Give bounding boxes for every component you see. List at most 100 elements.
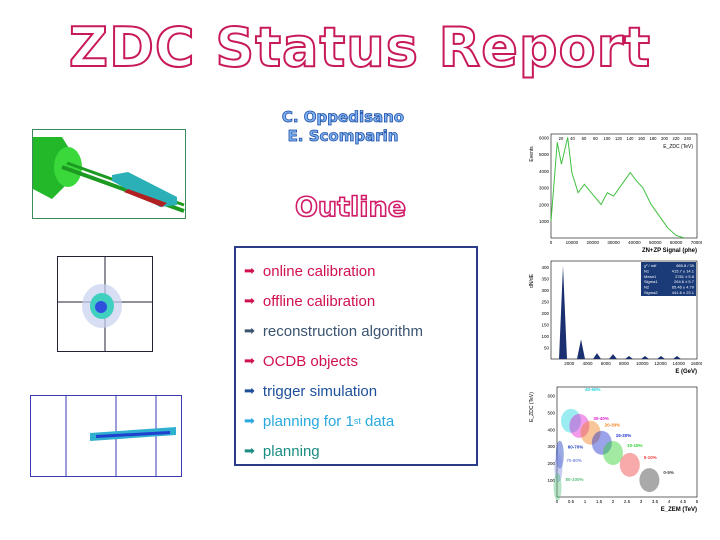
y-axis-label: Events xyxy=(529,146,535,162)
x-tick-label: 2 xyxy=(612,499,615,504)
y-tick-label: 150 xyxy=(541,322,549,327)
trace-image xyxy=(30,395,182,477)
outline-item-label: offline calibration xyxy=(262,292,376,310)
detector-geometry-image xyxy=(32,129,186,219)
fit-stat-name: N2 xyxy=(644,285,650,290)
top-x-axis-label: E_ZDC (TeV) xyxy=(663,144,693,150)
outline-item-label: planning for 1 xyxy=(262,412,354,430)
y-tick-label: 100 xyxy=(541,334,549,339)
centrality-class-label: 60-70% xyxy=(568,445,584,450)
y-tick-label: 350 xyxy=(541,276,549,281)
outline-item: ➡ reconstruction algorithm xyxy=(244,316,476,346)
outline-item-label: online calibration xyxy=(262,262,376,280)
x-tick-label: 3 xyxy=(640,499,643,504)
fit-stats-box xyxy=(641,262,696,296)
fit-stat-name: Sigma2 xyxy=(644,290,658,295)
outline-item: ➡ trigger simulation xyxy=(244,376,476,406)
centrality-class-cluster xyxy=(555,440,564,469)
x-tick-label: 4000 xyxy=(582,361,593,366)
outline-item-label: trigger simulation xyxy=(262,382,378,400)
fit-stat-name: Sigma1 xyxy=(644,279,658,284)
x-tick-label: 2.5 xyxy=(624,499,631,504)
top-x-tick-label: 100 xyxy=(604,136,612,141)
author-2: E. Scomparin xyxy=(287,127,399,146)
y-tick-label: 400 xyxy=(541,265,549,270)
arrow-right-icon: ➡ xyxy=(244,353,255,368)
x-tick-label: 1.5 xyxy=(596,499,603,504)
y-tick-label: 100 xyxy=(547,478,555,483)
x-tick-label: 0.5 xyxy=(568,499,575,504)
plot-frame xyxy=(550,133,698,239)
top-x-tick-label: 160 xyxy=(638,136,646,141)
arrow-right-icon: ➡ xyxy=(244,323,255,338)
x-tick-label: 40000 xyxy=(628,240,641,245)
outline-item-label-suffix: data xyxy=(360,412,395,430)
x-tick-label: 0 xyxy=(556,499,559,504)
histogram-peak xyxy=(609,354,617,359)
centrality-class-cluster xyxy=(580,420,601,445)
fit-stat-name: χ² / ndf xyxy=(644,263,657,268)
top-x-tick-label: 140 xyxy=(627,136,635,141)
x-tick-label: 8000 xyxy=(619,361,630,366)
centrality-scatter-plot: 0 0.5 1 1.5 2 2.5 3 3.5 4 4.5 5 100 200 300 400 500 600 E… xyxy=(529,386,699,513)
centrality-class-label: 40-50% xyxy=(585,387,601,392)
x-tick-label: 10000 xyxy=(566,240,579,245)
top-x-tick-label: 120 xyxy=(615,136,623,141)
outline-item: ➡ planning xyxy=(244,436,476,466)
centrality-class-cluster xyxy=(619,452,640,477)
arrow-right-icon: ➡ xyxy=(244,413,255,428)
y-axis-label: E_ZDC (TeV) xyxy=(529,392,535,422)
y-tick-label: 6000 xyxy=(539,135,550,140)
fit-stat-value: 685.8 / 39 xyxy=(676,263,695,268)
x-tick-label: 30000 xyxy=(607,240,620,245)
y-tick-label: 3000 xyxy=(539,186,550,191)
y-tick-label: 300 xyxy=(541,288,549,293)
x-axis-label: E (GeV) xyxy=(675,369,697,375)
histogram-peak xyxy=(559,265,567,359)
superscript: st xyxy=(353,416,361,426)
y-tick-label: 2000 xyxy=(539,202,550,207)
fit-stat-value: 441.6 ± 23.1 xyxy=(672,290,695,295)
x-tick-label: 4.5 xyxy=(680,499,687,504)
x-tick-label: 1 xyxy=(584,499,587,504)
centrality-class-cluster xyxy=(554,454,563,483)
centrality-class-cluster xyxy=(639,468,660,493)
outline-item-label: planning xyxy=(262,442,320,460)
x-axis-label: ZN+ZP Signal (phe) xyxy=(642,248,697,254)
x-tick-label: 5 xyxy=(696,499,699,504)
author-1: C. Oppedisano xyxy=(281,108,405,127)
top-x-tick-label: 40 xyxy=(570,136,575,141)
x-tick-label: 50000 xyxy=(649,240,662,245)
outline-item-label: OCDB objects xyxy=(262,352,358,370)
energy-fit-histogram: 2000 4000 6000 8000 10000 12000 14000 16000 50 10… xyxy=(529,260,702,375)
fit-stat-value: 264.6 ± 5.7 xyxy=(674,279,695,284)
x-tick-label: 4 xyxy=(668,499,671,504)
outline-box: ➡ online calibration ➡ offline calibration ➡… xyxy=(234,246,478,466)
arrow-right-icon: ➡ xyxy=(244,383,255,398)
arrow-right-icon: ➡ xyxy=(244,263,255,278)
zdc-signal-histogram: 0 10000 20000 30000 40000 50000 60000 70000 1000… xyxy=(529,133,702,254)
signal-series-line xyxy=(550,137,685,239)
centrality-class-cluster xyxy=(561,408,581,433)
top-x-tick-label: 20 xyxy=(559,136,564,141)
x-tick-label: 16000 xyxy=(691,361,702,366)
x-tick-label: 14000 xyxy=(672,361,685,366)
centrality-class-cluster xyxy=(603,441,623,465)
y-tick-label: 300 xyxy=(547,444,555,449)
histogram-peak xyxy=(577,339,585,359)
outline-heading: Outline xyxy=(294,191,407,224)
centrality-class-cluster xyxy=(569,413,590,438)
fit-stat-value: 2781 ± 5.8 xyxy=(675,274,695,279)
beam-spot-image xyxy=(57,256,153,352)
histogram-peak xyxy=(625,356,633,359)
y-tick-label: 1000 xyxy=(539,219,550,224)
top-x-tick-label: 220 xyxy=(673,136,681,141)
outline-item-label: reconstruction algorithm xyxy=(262,322,423,340)
arrow-right-icon: ➡ xyxy=(244,293,255,308)
top-x-tick-label: 60 xyxy=(582,136,587,141)
x-tick-label: 70000 xyxy=(691,240,702,245)
x-tick-label: 3.5 xyxy=(652,499,659,504)
centrality-class-label: 0-5% xyxy=(663,470,674,475)
